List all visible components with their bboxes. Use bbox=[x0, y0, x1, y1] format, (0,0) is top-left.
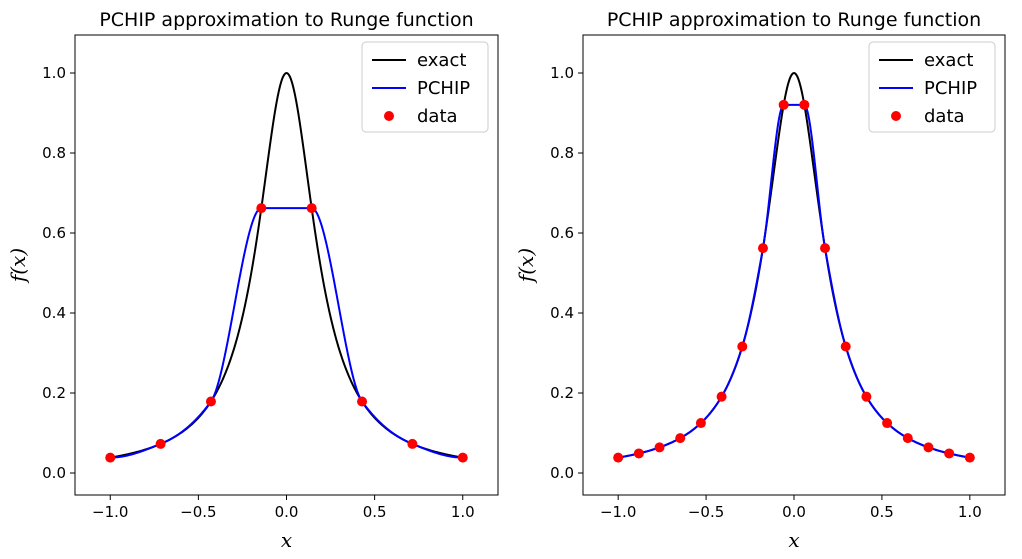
chart-title: PCHIP approximation to Runge function bbox=[99, 9, 473, 31]
y-axis-label: f(x) bbox=[514, 248, 538, 284]
x-tick-label: 1.0 bbox=[958, 503, 982, 521]
x-axis-label: x bbox=[281, 528, 292, 552]
data-point bbox=[944, 448, 955, 459]
y-tick-label: 0.8 bbox=[550, 144, 574, 162]
data-point bbox=[778, 99, 789, 110]
data-point bbox=[882, 418, 893, 429]
y-tick-label: 0.6 bbox=[550, 224, 574, 242]
data-point bbox=[757, 243, 768, 254]
chart-panel-1: PCHIP approximation to Runge function −1.… bbox=[6, 9, 499, 552]
x-tick-label: −1.0 bbox=[600, 503, 636, 521]
data-point bbox=[407, 438, 418, 449]
data-point bbox=[861, 391, 872, 402]
x-tick-label: −1.0 bbox=[92, 503, 128, 521]
chart-title: PCHIP approximation to Runge function bbox=[607, 9, 981, 31]
data-point bbox=[306, 203, 317, 214]
y-tick-label: 1.0 bbox=[42, 64, 66, 82]
legend-label: PCHIP bbox=[417, 78, 470, 99]
data-point bbox=[675, 433, 686, 444]
legend-label: PCHIP bbox=[924, 78, 977, 99]
x-tick-label: 0.5 bbox=[870, 503, 894, 521]
y-tick-label: 0.6 bbox=[42, 224, 66, 242]
x-tick-label: 1.0 bbox=[451, 503, 475, 521]
data-point bbox=[840, 341, 851, 352]
data-point bbox=[820, 243, 831, 254]
data-point bbox=[357, 396, 368, 407]
legend-label: data bbox=[417, 106, 458, 127]
data-point bbox=[964, 452, 975, 463]
x-axis-label: x bbox=[788, 528, 799, 552]
y-tick-label: 0.0 bbox=[550, 464, 574, 482]
data-point bbox=[613, 452, 624, 463]
legend-label: data bbox=[924, 106, 965, 127]
data-point bbox=[799, 99, 810, 110]
legend: exact PCHIP data bbox=[868, 41, 996, 133]
y-tick-label: 0.2 bbox=[42, 384, 66, 402]
data-point bbox=[633, 448, 644, 459]
x-tick-label: 0.0 bbox=[275, 503, 299, 521]
chart-panel-2: PCHIP approximation to Runge function −1.… bbox=[514, 9, 1006, 552]
data-point bbox=[695, 418, 706, 429]
series-line-pchip bbox=[110, 207, 463, 459]
legend-swatch-marker bbox=[384, 111, 394, 121]
y-tick-label: 0.8 bbox=[42, 144, 66, 162]
data-point bbox=[105, 452, 116, 463]
x-tick-label: 0.0 bbox=[782, 503, 806, 521]
data-point bbox=[256, 203, 267, 214]
data-point bbox=[155, 438, 166, 449]
y-tick-label: 0.0 bbox=[42, 464, 66, 482]
y-tick-label: 1.0 bbox=[550, 64, 574, 82]
y-tick-label: 0.4 bbox=[42, 304, 66, 322]
data-point bbox=[902, 433, 913, 444]
y-tick-label: 0.2 bbox=[550, 384, 574, 402]
data-point bbox=[923, 442, 934, 453]
legend-label: exact bbox=[924, 50, 973, 71]
data-point bbox=[737, 341, 748, 352]
x-tick-label: 0.5 bbox=[363, 503, 387, 521]
legend: exact PCHIP data bbox=[361, 41, 489, 133]
data-point bbox=[716, 391, 727, 402]
data-point bbox=[457, 452, 468, 463]
legend-box bbox=[361, 41, 489, 133]
data-point bbox=[654, 442, 665, 453]
x-tick-label: −0.5 bbox=[688, 503, 724, 521]
legend-box bbox=[868, 41, 996, 133]
y-axis-label: f(x) bbox=[6, 248, 30, 284]
x-tick-label: −0.5 bbox=[180, 503, 216, 521]
data-point bbox=[205, 396, 216, 407]
series-line-pchip bbox=[618, 103, 970, 459]
legend-label: exact bbox=[417, 50, 466, 71]
y-tick-label: 0.4 bbox=[550, 304, 574, 322]
legend-swatch-marker bbox=[891, 111, 901, 121]
